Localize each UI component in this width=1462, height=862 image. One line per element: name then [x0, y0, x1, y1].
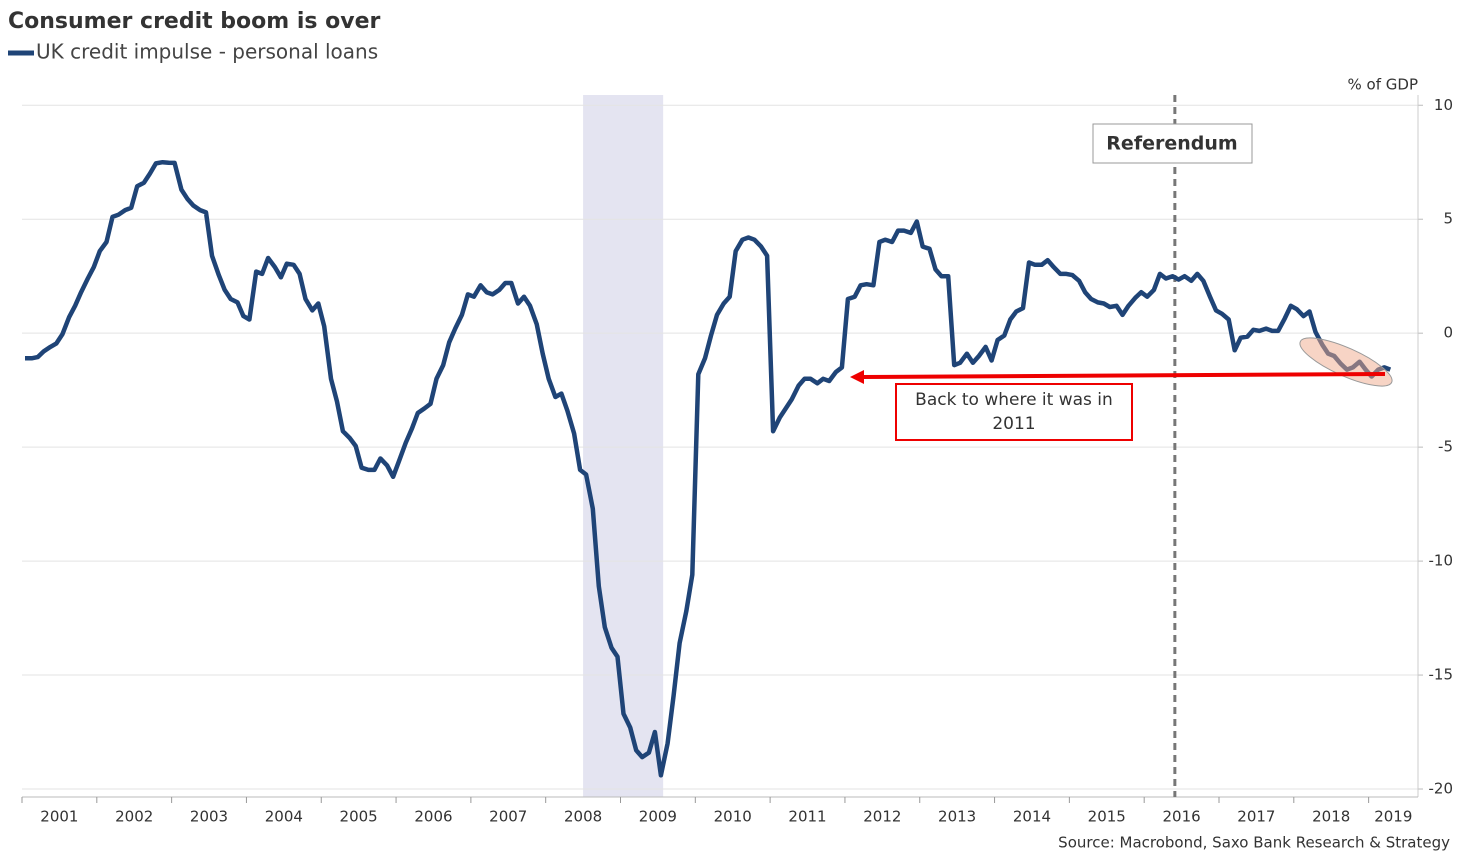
x-tick-label: 2007	[489, 808, 527, 826]
x-tick-label: 2011	[788, 808, 826, 826]
arrow-shaft	[861, 372, 1386, 379]
line-layer	[25, 159, 1392, 778]
background-layer: 10 5 0 -5 -10 -15 -20 2001 2002 2003 2004 2005 2006 2…	[21, 95, 1454, 826]
x-tick-label: 2009	[639, 808, 677, 826]
y-tick-label: -10	[1429, 552, 1454, 570]
x-tick-label: 2016	[1162, 808, 1200, 826]
x-tick-label: 2006	[414, 808, 452, 826]
y-axis-label: % of GDP	[1348, 76, 1418, 94]
source: Source: Macrobond, Saxo Bank Research & …	[1058, 834, 1450, 852]
x-tick-label: 2013	[938, 808, 976, 826]
referendum-box	[1092, 123, 1253, 164]
x-tick-label: 2004	[265, 808, 303, 826]
y-tick-label: -15	[1429, 666, 1454, 684]
note-box: Back to where it was in 2011	[895, 383, 1133, 441]
x-tick-label: 2019	[1374, 808, 1412, 826]
data-line	[25, 159, 1392, 778]
chart-title: Consumer credit boom is over	[8, 9, 381, 34]
x-tick-label: 2018	[1312, 808, 1350, 826]
x-tick-label: 2008	[564, 808, 602, 826]
x-tick-label: 2010	[714, 808, 752, 826]
y-tick-label: -20	[1429, 780, 1454, 798]
y-tick-label: 0	[1443, 324, 1453, 342]
arrow-head	[850, 370, 864, 384]
x-tick-label: 2012	[863, 808, 901, 826]
annotation-layer	[850, 337, 1393, 387]
x-tick-label: 2005	[340, 808, 378, 826]
y-tick-label: 5	[1443, 210, 1453, 228]
x-tick-label: 2003	[190, 808, 228, 826]
x-tick-label: 2014	[1013, 808, 1051, 826]
y-tick-label: -5	[1438, 438, 1453, 456]
x-tick-label: 2002	[115, 808, 153, 826]
highlight-ellipse	[1299, 337, 1393, 387]
referendum-label: Referendum	[1106, 133, 1237, 155]
x-tick-label: 2001	[40, 808, 78, 826]
y-tick-label: 10	[1434, 96, 1453, 114]
legend-label: UK credit impulse - personal loans	[36, 40, 378, 64]
x-tick-label: 2017	[1237, 808, 1275, 826]
x-tick-label: 2015	[1088, 808, 1126, 826]
recession-shading	[583, 95, 664, 797]
